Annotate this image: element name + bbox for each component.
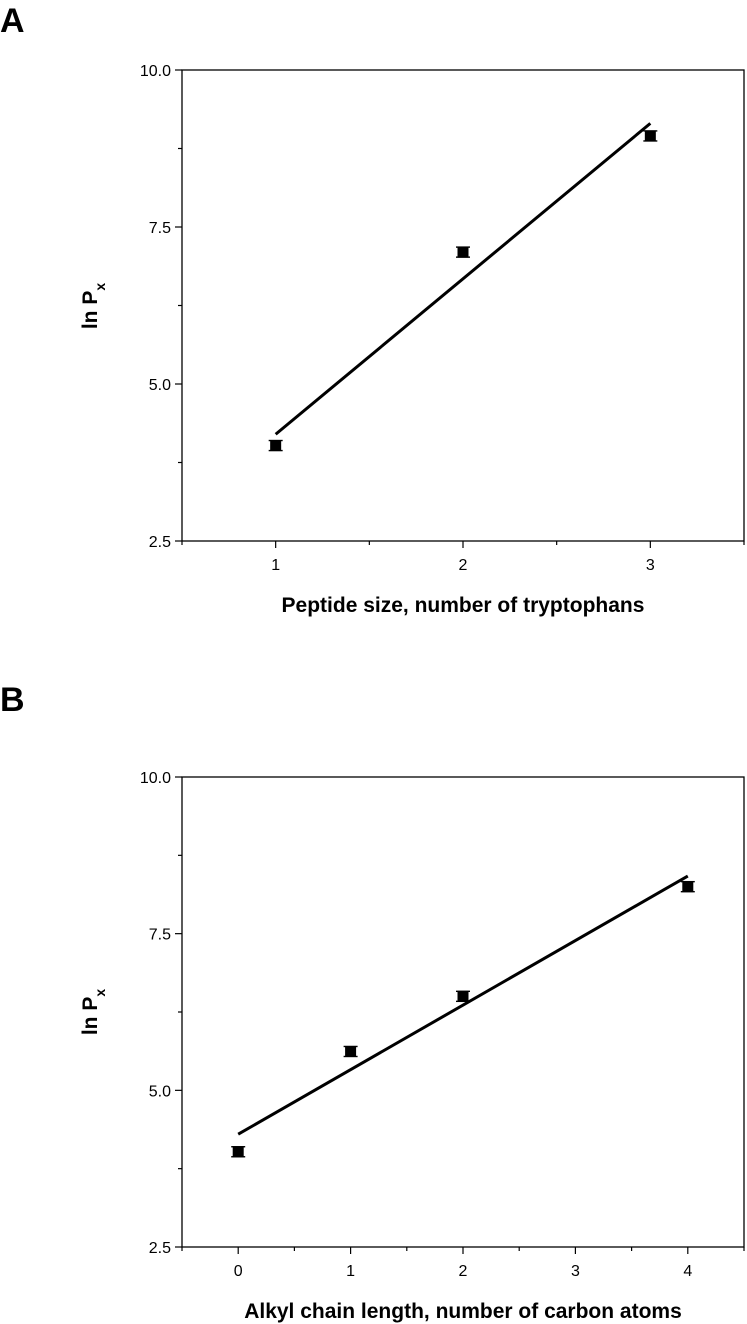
- y-axis-title-main-a: ln P: [79, 291, 102, 330]
- y-tick-label-b: 5.0: [149, 1083, 171, 1100]
- x-axis-title-b: Alkyl chain length, number of carbon ato…: [244, 1300, 682, 1323]
- y-axis-title-b: ln Px: [79, 989, 108, 1036]
- panel-label-b: B: [0, 681, 25, 719]
- x-tick-label-b: 3: [571, 1263, 580, 1280]
- x-axis-title-a: Peptide size, number of tryptophans: [282, 594, 645, 617]
- panel-label-a: A: [0, 2, 25, 40]
- y-axis-title-main-b: ln P: [79, 997, 102, 1036]
- data-point-b: [232, 1146, 244, 1158]
- y-tick-label-a: 2.5: [149, 534, 171, 551]
- x-tick-label-a: 3: [646, 557, 655, 574]
- plot-frame-b: [181, 776, 745, 1248]
- data-point-a: [457, 246, 469, 258]
- y-axis-title-sub-b: x: [92, 989, 108, 997]
- y-tick-label-a: 7.5: [149, 220, 171, 237]
- svg-text:ln Px: ln Px: [79, 283, 108, 330]
- panel-a: A 2.5 5.0 7.5 10.0 1 2 3 Peptide size, number …: [0, 2, 745, 617]
- y-tick-label-a: 10.0: [140, 63, 171, 80]
- data-marks-a: [268, 122, 658, 452]
- y-tick-label-b: 2.5: [149, 1240, 171, 1257]
- data-point-a: [270, 440, 282, 452]
- x-tick-label-a: 1: [271, 557, 280, 574]
- data-point-b: [345, 1045, 357, 1057]
- x-tick-label-b: 1: [346, 1263, 355, 1280]
- axis-ticks-b: 2.5 5.0 7.5 10.0 0 1 2 3 4: [140, 770, 745, 1280]
- x-tick-label-b: 2: [459, 1263, 468, 1280]
- x-tick-label-b: 4: [683, 1263, 692, 1280]
- svg-text:ln Px: ln Px: [79, 989, 108, 1036]
- y-axis-title-a: ln Px: [79, 283, 108, 330]
- y-tick-label-a: 5.0: [149, 377, 171, 394]
- data-marks-b: [231, 874, 695, 1158]
- plot-frame-a: [181, 69, 745, 542]
- y-tick-label-b: 7.5: [149, 927, 171, 944]
- y-axis-title-sub-a: x: [92, 283, 108, 291]
- x-tick-label-a: 2: [459, 557, 468, 574]
- data-point-b: [682, 881, 694, 893]
- fit-line-b: [237, 874, 689, 1136]
- x-tick-label-b: 0: [234, 1263, 243, 1280]
- y-tick-label-b: 10.0: [140, 770, 171, 787]
- fit-line-a: [274, 122, 652, 436]
- data-point-a: [644, 130, 656, 142]
- data-point-b: [457, 990, 469, 1002]
- axis-ticks-a: 2.5 5.0 7.5 10.0 1 2 3: [140, 63, 745, 574]
- panel-b: B 2.5 5.0 7.5 10.0 0 1 2 3 4 Alkyl chain length,…: [0, 681, 745, 1323]
